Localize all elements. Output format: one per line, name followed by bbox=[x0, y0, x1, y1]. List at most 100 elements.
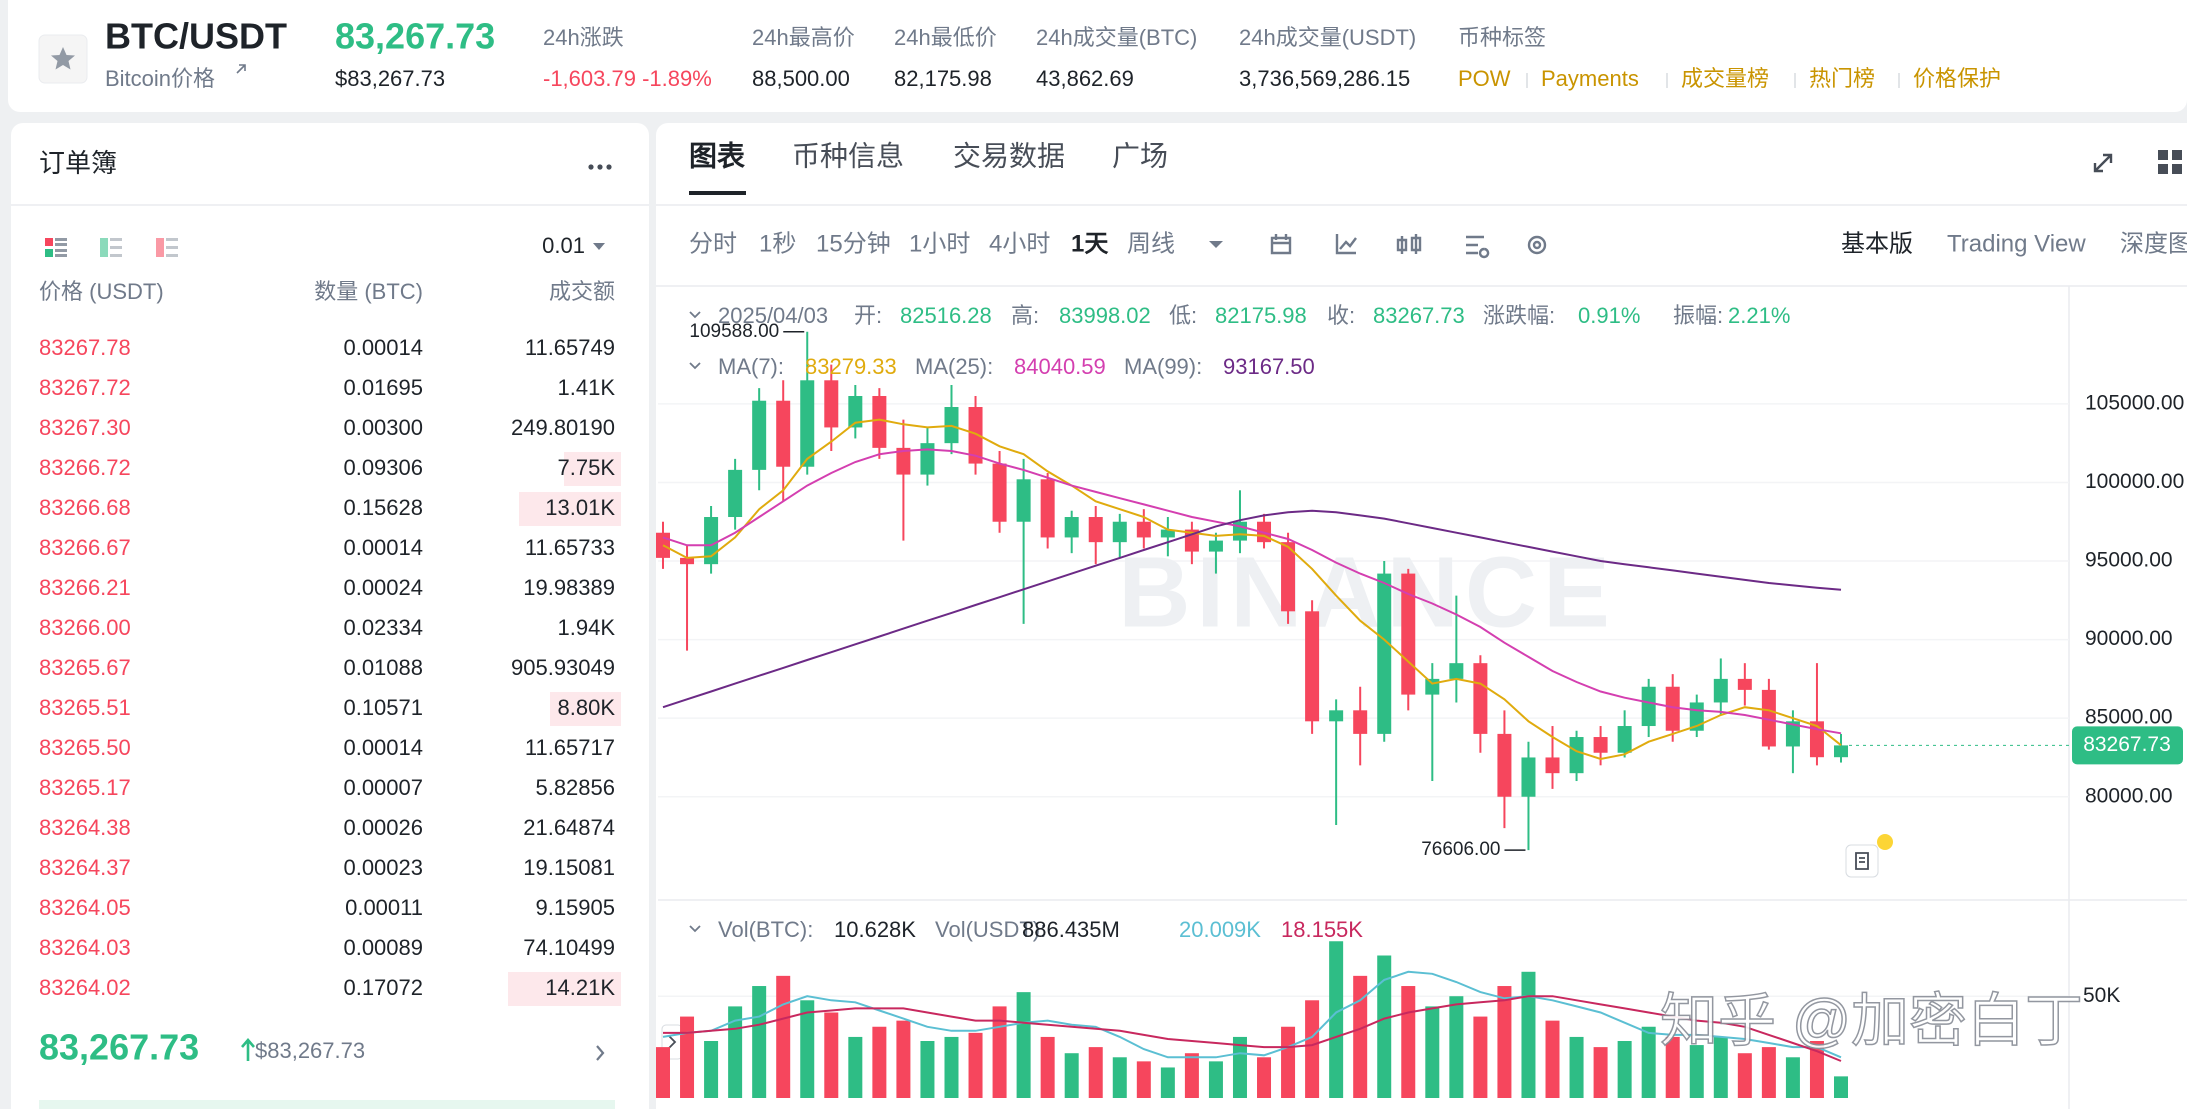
gear-icon[interactable] bbox=[1527, 235, 1547, 255]
panel-title: 订单簿 bbox=[39, 148, 117, 178]
tab[interactable]: 图表 bbox=[689, 140, 745, 171]
candle-body bbox=[896, 447, 911, 475]
info-value: 82175.98 bbox=[1215, 303, 1307, 328]
candle-body bbox=[920, 443, 935, 475]
interval[interactable]: 分时 bbox=[689, 230, 737, 257]
ma-value: 83279.33 bbox=[805, 354, 897, 379]
candle-body bbox=[1305, 611, 1320, 722]
chart-card bbox=[656, 123, 2187, 1109]
star-icon bbox=[51, 47, 75, 70]
order-cell: 9.15905 bbox=[535, 895, 615, 920]
precision-caret[interactable] bbox=[593, 243, 605, 250]
view-option[interactable]: 基本版 bbox=[1841, 230, 1913, 257]
tag[interactable]: 热门榜 bbox=[1809, 66, 1875, 91]
volume-bar bbox=[1040, 1036, 1055, 1098]
chart-tool-button[interactable] bbox=[1845, 834, 1893, 878]
order-cell: 1.94K bbox=[558, 615, 616, 640]
symbol: BTC/USDT bbox=[105, 16, 287, 57]
interval[interactable]: 1秒 bbox=[759, 230, 796, 257]
icon-part bbox=[2158, 150, 2168, 160]
candle-body bbox=[824, 380, 839, 428]
candle-body bbox=[848, 396, 863, 428]
more-chevron[interactable] bbox=[596, 1045, 605, 1061]
volume-bar bbox=[1257, 1057, 1272, 1098]
book-last-price-usd: $83,267.73 bbox=[255, 1038, 365, 1063]
interval[interactable]: 15分钟 bbox=[816, 230, 891, 257]
order-cell: 7.75K bbox=[558, 455, 616, 480]
calendar-icon[interactable] bbox=[1270, 234, 1292, 255]
candle-body bbox=[680, 557, 695, 565]
legend-carets[interactable] bbox=[689, 311, 701, 933]
icon-part bbox=[55, 238, 67, 241]
candle-body bbox=[752, 400, 767, 470]
order-cell: 83267.78 bbox=[39, 335, 131, 360]
interval-caret[interactable] bbox=[1209, 241, 1223, 248]
book-mode-both[interactable] bbox=[45, 238, 67, 257]
candle-body bbox=[992, 463, 1007, 522]
order-cell: 0.02334 bbox=[343, 615, 423, 640]
candle-body bbox=[1160, 529, 1175, 538]
candle-icon[interactable] bbox=[1396, 234, 1422, 254]
volume-bar bbox=[1785, 1057, 1800, 1098]
dot bbox=[606, 164, 612, 170]
tags-label: 币种标签 bbox=[1458, 25, 1546, 50]
book-mode-asks[interactable] bbox=[156, 238, 178, 257]
tab[interactable]: 广场 bbox=[1112, 140, 1168, 171]
tab[interactable]: 交易数据 bbox=[953, 140, 1065, 171]
candle-body bbox=[1665, 686, 1680, 731]
settings-list-icon[interactable] bbox=[1466, 235, 1490, 259]
watermark: BINANCE bbox=[1118, 536, 1616, 648]
tag[interactable]: 价格保护 bbox=[1913, 66, 2001, 91]
tag[interactable]: POW bbox=[1458, 66, 1511, 91]
more-button[interactable] bbox=[588, 164, 612, 170]
book-mode-bids[interactable] bbox=[100, 238, 122, 257]
interval[interactable]: 1天 bbox=[1071, 230, 1108, 257]
volume-label: Vol(USDT): bbox=[935, 917, 1046, 942]
view-option[interactable]: Trading View bbox=[1947, 230, 2086, 257]
volume-label: Vol(BTC): bbox=[718, 917, 813, 942]
gear-icon-center bbox=[1532, 240, 1542, 250]
interval[interactable]: 1小时 bbox=[909, 230, 970, 257]
tab[interactable]: 币种信息 bbox=[792, 140, 904, 171]
order-cell: 0.17072 bbox=[343, 975, 423, 1000]
y-tick-label: 80000.00 bbox=[2085, 784, 2173, 807]
volume-bar bbox=[1593, 1047, 1608, 1098]
extreme-label: 76606.00 bbox=[1421, 839, 1500, 860]
volume-bar bbox=[920, 1041, 935, 1098]
interval[interactable]: 周线 bbox=[1127, 230, 1175, 257]
candle-body bbox=[1449, 663, 1464, 679]
volume-ma-line bbox=[663, 995, 1842, 1062]
precision[interactable]: 0.01 bbox=[542, 233, 585, 258]
icon-part bbox=[110, 246, 122, 249]
tag[interactable]: Payments bbox=[1541, 66, 1639, 91]
candle-body bbox=[1425, 678, 1440, 695]
column-header: 成交额 bbox=[549, 279, 615, 304]
indicator-icon[interactable] bbox=[1335, 234, 1357, 255]
volume-bar bbox=[704, 1041, 719, 1098]
tag[interactable]: 成交量榜 bbox=[1681, 66, 1769, 91]
icon-frame bbox=[1845, 844, 1879, 878]
icon-part bbox=[110, 254, 122, 257]
stat-label: 24h涨跌 bbox=[543, 25, 624, 50]
stat-value: 82,175.98 bbox=[894, 66, 992, 91]
order-cell: 83266.68 bbox=[39, 495, 131, 520]
layout-icon[interactable] bbox=[2158, 150, 2182, 174]
interval[interactable]: 4小时 bbox=[989, 230, 1050, 257]
info-label: 振幅: bbox=[1673, 303, 1723, 328]
candle-body bbox=[1737, 678, 1752, 690]
ma-label: MA(7): bbox=[718, 354, 784, 379]
volume-bar bbox=[1232, 1036, 1247, 1098]
candle-body bbox=[1377, 573, 1392, 734]
candle-body bbox=[1040, 479, 1055, 538]
volume-bar bbox=[680, 1016, 695, 1098]
order-book-card bbox=[11, 123, 649, 1109]
toolbar-icons bbox=[1270, 234, 1547, 259]
depth-bar bbox=[519, 492, 621, 526]
volume-ma-line bbox=[662, 970, 1842, 1059]
fullscreen-icon[interactable] bbox=[2093, 153, 2113, 173]
order-cell: 905.93049 bbox=[511, 655, 615, 680]
volume-bar bbox=[1713, 1036, 1728, 1098]
view-option[interactable]: 深度图 bbox=[2120, 230, 2187, 257]
icon-part bbox=[166, 238, 178, 241]
